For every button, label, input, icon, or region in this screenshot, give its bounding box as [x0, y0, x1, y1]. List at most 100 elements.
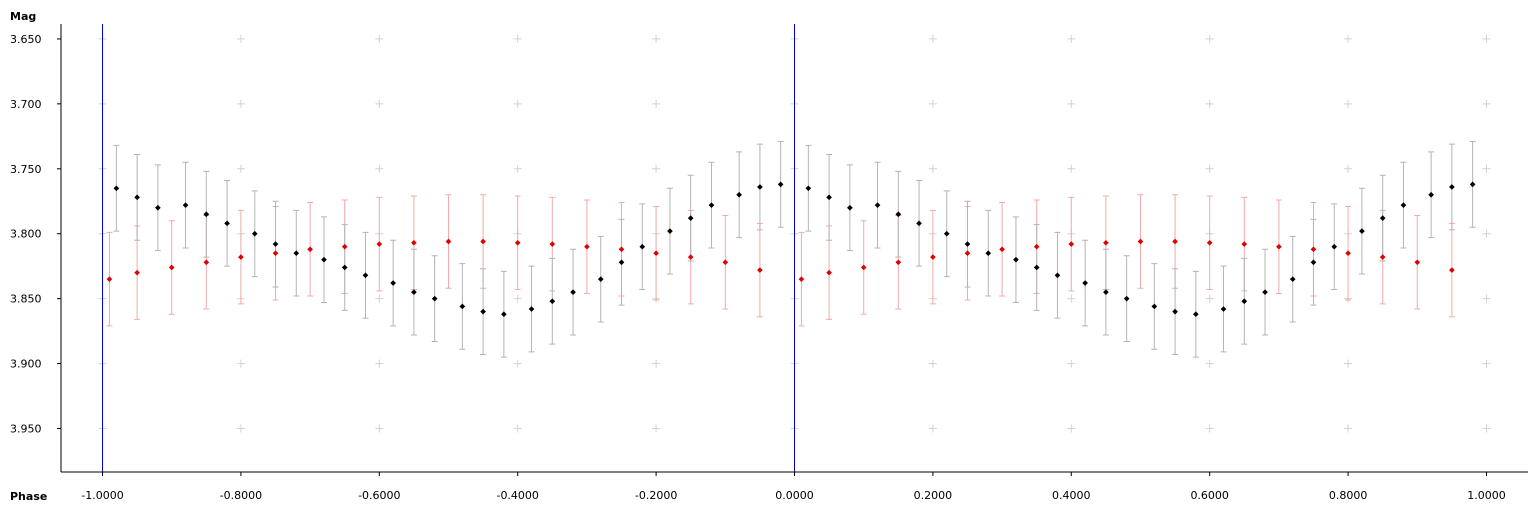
data-point: [687, 215, 694, 221]
x-tick-label: 0.6000: [1190, 489, 1229, 502]
data-point: [1123, 295, 1130, 302]
data-point: [1310, 259, 1317, 266]
data-point: [999, 246, 1005, 253]
grid-plus-marker: [1482, 424, 1491, 433]
data-point: [1103, 289, 1109, 295]
data-point: [597, 276, 604, 282]
grid-plus-marker: [236, 164, 245, 173]
data-point: [1054, 272, 1061, 279]
x-tick-label: 0.0000: [775, 489, 814, 502]
data-point: [376, 241, 383, 247]
grid-plus-marker: [928, 164, 937, 173]
grid-plus-marker: [928, 359, 937, 368]
grid-plus-marker: [1205, 294, 1214, 303]
data-point: [618, 246, 625, 253]
grid-plus-marker: [1067, 424, 1076, 433]
y-tick-label: 3.750: [10, 163, 42, 176]
data-point: [203, 259, 210, 266]
data-point: [1469, 181, 1476, 188]
grid-plus-marker: [1205, 424, 1214, 433]
data-point: [1206, 239, 1213, 246]
grid-plus-marker: [1344, 164, 1353, 173]
grid-plus-marker: [513, 164, 522, 173]
data-point: [1033, 243, 1040, 250]
data-point: [736, 191, 742, 198]
x-tick-label: 0.2000: [914, 489, 953, 502]
data-point: [1400, 202, 1407, 208]
data-point: [1449, 267, 1455, 273]
data-point: [480, 238, 486, 245]
grid-plus-marker: [513, 424, 522, 433]
data-point: [1310, 246, 1317, 253]
data-point: [964, 241, 971, 247]
data-point: [985, 250, 992, 257]
data-point: [860, 264, 867, 271]
grid-plus-marker: [652, 359, 661, 368]
y-tick-label: 3.650: [10, 33, 42, 46]
data-point: [895, 259, 902, 266]
data-point: [168, 264, 175, 271]
data-point: [238, 254, 244, 260]
y-tick-label: 3.900: [10, 358, 42, 371]
data-point: [528, 306, 535, 312]
data-point: [847, 204, 853, 211]
data-point: [1289, 276, 1296, 282]
grid-plus-marker: [1205, 34, 1214, 43]
data-point: [584, 243, 590, 250]
y-tick-label: 3.800: [10, 228, 42, 241]
data-point: [639, 243, 646, 250]
x-tick-label: 0.4000: [1052, 489, 1091, 502]
data-point: [272, 250, 279, 257]
data-point: [1262, 289, 1268, 295]
grid-plus-marker: [513, 294, 522, 303]
data-point: [874, 202, 881, 208]
grid-plus-marker: [928, 34, 937, 43]
data-point: [798, 276, 805, 282]
grid-plus-marker: [236, 34, 245, 43]
data-point: [1241, 241, 1248, 247]
data-point: [1428, 191, 1434, 198]
data-point: [134, 194, 140, 201]
data-point: [757, 267, 763, 273]
grid-plus-marker: [1482, 34, 1491, 43]
data-point: [1172, 308, 1178, 315]
grid-plus-marker: [928, 424, 937, 433]
data-point: [722, 259, 729, 266]
data-point: [307, 246, 313, 253]
data-point: [1345, 250, 1351, 257]
data-point: [251, 230, 258, 237]
data-point: [501, 311, 507, 318]
grid-plus-marker: [1344, 424, 1353, 433]
data-point: [1068, 241, 1075, 247]
data-point: [1379, 254, 1386, 260]
grid-plus-marker: [513, 34, 522, 43]
data-point: [113, 185, 120, 192]
grid-plus-marker: [375, 294, 384, 303]
data-point: [411, 289, 417, 295]
data-point: [653, 250, 659, 257]
y-tick-label: 3.700: [10, 98, 42, 111]
data-point: [1103, 239, 1109, 246]
data-point: [667, 228, 673, 234]
y-axis-title: Mag: [10, 10, 36, 23]
data-point: [1276, 243, 1282, 250]
data-point: [826, 194, 832, 201]
data-point: [341, 264, 348, 271]
x-tick-label: -0.4000: [496, 489, 538, 502]
data-point: [293, 250, 300, 257]
x-tick-label: 0.8000: [1329, 489, 1368, 502]
grid-plus-marker: [652, 34, 661, 43]
grid-plus-marker: [928, 99, 937, 108]
data-point: [445, 238, 452, 245]
grid-plus-marker: [1067, 34, 1076, 43]
grid-plus-marker: [1205, 359, 1214, 368]
grid-plus-marker: [1482, 294, 1491, 303]
grid-plus-marker: [1482, 359, 1491, 368]
data-point: [1013, 256, 1019, 263]
grid-plus-marker: [513, 99, 522, 108]
grid-plus-marker: [1482, 229, 1491, 238]
data-point: [134, 269, 140, 276]
grid-plus-marker: [1067, 164, 1076, 173]
data-point: [964, 250, 971, 257]
